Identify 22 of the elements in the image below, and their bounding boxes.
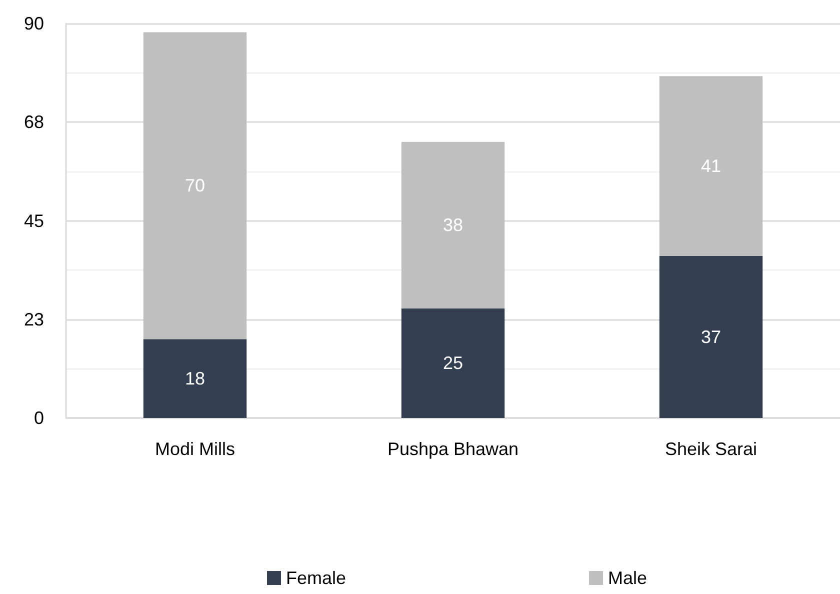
bar	[143, 339, 247, 418]
bar	[143, 32, 247, 340]
data-label: 38	[442, 215, 464, 236]
data-label: 25	[442, 353, 464, 374]
bar	[659, 256, 763, 418]
y-tick-label: 0	[34, 408, 44, 428]
legend-label: Female	[286, 568, 346, 588]
legend-label: Male	[608, 568, 648, 588]
x-tick-label: Sheik Sarai	[664, 439, 758, 459]
data-label: 70	[184, 176, 206, 196]
y-tick-label: 45	[24, 210, 44, 231]
bar	[659, 76, 763, 256]
y-tick-label: 90	[24, 14, 44, 34]
bar	[401, 142, 505, 308]
data-label: 41	[700, 156, 722, 176]
x-tick-label: Pushpa Bhawan	[387, 439, 519, 459]
bar	[401, 308, 505, 418]
y-tick-label: 68	[24, 112, 44, 132]
y-tick-label: 23	[24, 309, 44, 330]
data-label: 18	[184, 368, 206, 389]
x-tick-label: Modi Mills	[154, 439, 236, 459]
data-label: 37	[700, 326, 722, 347]
